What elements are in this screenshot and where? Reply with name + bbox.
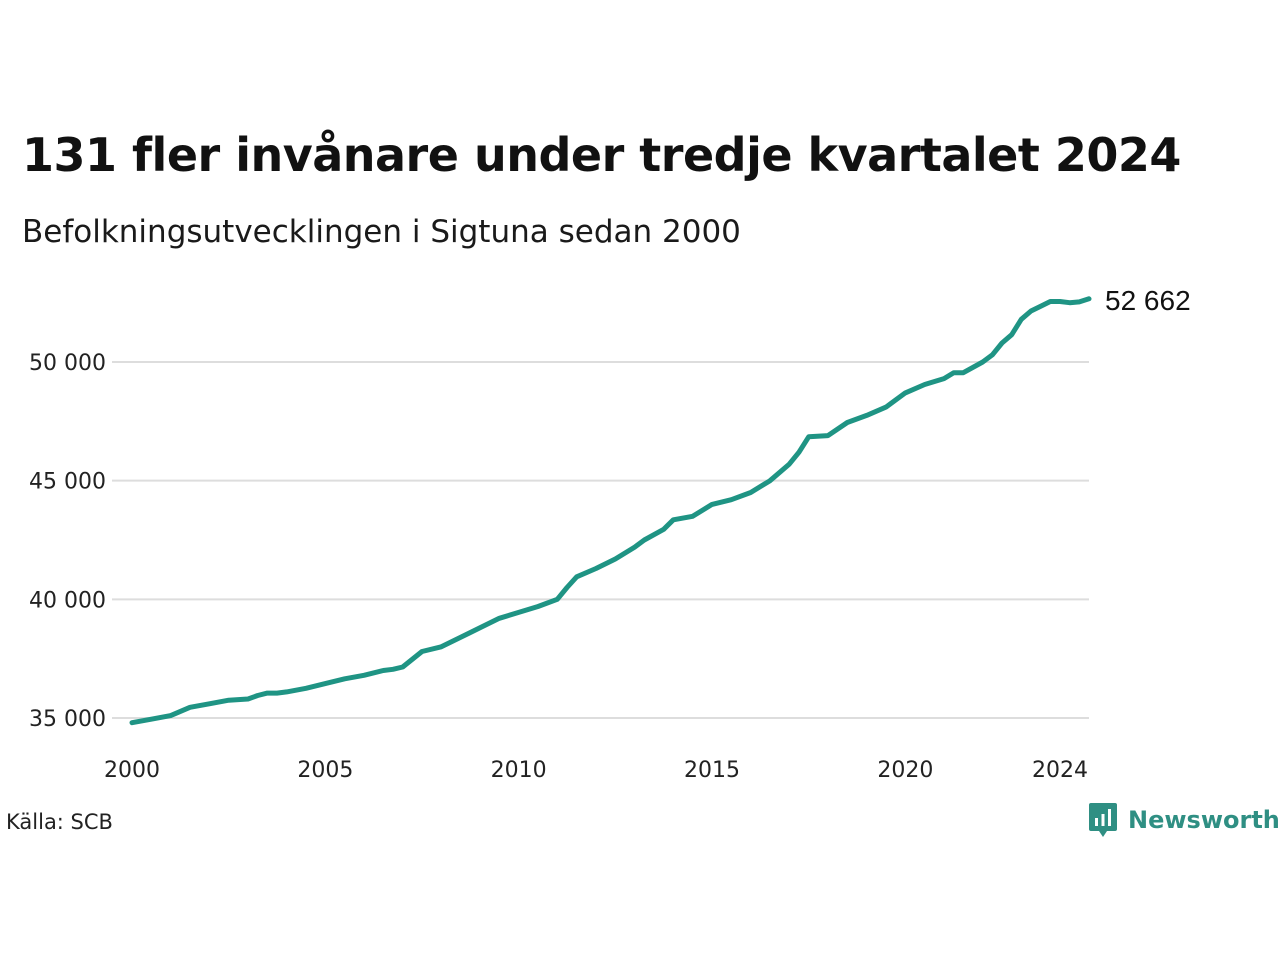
newsworthy-logo-icon bbox=[1089, 803, 1117, 837]
y-tick-label: 50 000 bbox=[29, 351, 106, 376]
y-tick-label: 45 000 bbox=[29, 470, 106, 495]
brand-name: Newsworthy bbox=[1128, 806, 1280, 834]
population-line bbox=[129, 296, 1092, 726]
x-tick-label: 2005 bbox=[297, 758, 353, 783]
gridlines bbox=[112, 361, 1089, 719]
y-tick-label: 35 000 bbox=[29, 707, 106, 732]
x-tick-label: 2015 bbox=[684, 758, 740, 783]
y-tick-label: 40 000 bbox=[29, 588, 106, 613]
chart-subtitle: Befolkningsutvecklingen i Sigtuna sedan … bbox=[22, 214, 741, 250]
x-tick-label: 2024 bbox=[1032, 758, 1088, 783]
chart-title: 131 fler invånare under tredje kvartalet… bbox=[22, 128, 1181, 182]
x-axis-tick-labels: 2000 2005 2010 2015 2020 2024 bbox=[104, 758, 1088, 783]
x-tick-label: 2020 bbox=[877, 758, 933, 783]
y-axis-tick-labels: 35 000 40 000 45 000 50 000 bbox=[29, 351, 106, 732]
brand-logo: Newsworthy bbox=[1088, 802, 1280, 838]
x-tick-label: 2010 bbox=[491, 758, 547, 783]
source-label: Källa: SCB bbox=[6, 810, 113, 834]
x-tick-label: 2000 bbox=[104, 758, 160, 783]
end-value-label: 52 662 bbox=[1105, 285, 1191, 316]
